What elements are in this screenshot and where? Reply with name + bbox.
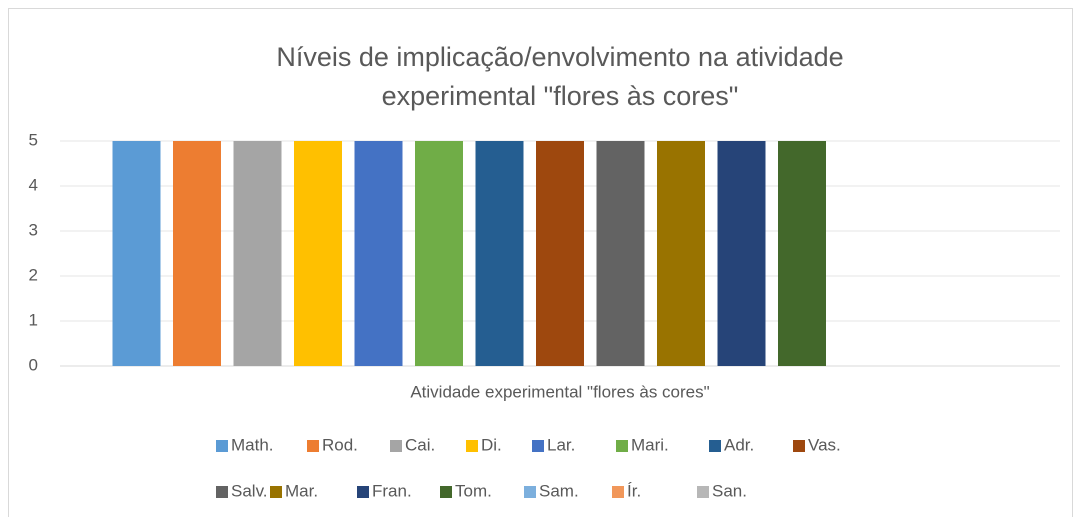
y-tick-label: 4 (29, 175, 38, 194)
legend-swatch (524, 486, 536, 498)
bar (354, 141, 403, 366)
legend-label: Fran. (372, 481, 412, 500)
legend-label: San. (712, 481, 747, 500)
legend-swatch (532, 440, 544, 452)
y-tick-label: 5 (29, 130, 38, 149)
legend-swatch (466, 440, 478, 452)
bar (596, 141, 645, 366)
legend-label: Di. (481, 435, 502, 454)
legend-swatch (612, 486, 624, 498)
legend-label: Mari. (631, 435, 669, 454)
legend-swatch (307, 440, 319, 452)
legend-swatch (216, 486, 228, 498)
bar (778, 141, 826, 366)
legend-label: Adr. (724, 435, 754, 454)
bar (475, 141, 524, 366)
legend-label: Mar. (285, 481, 318, 500)
x-axis-category: Atividade experimental "flores às cores" (410, 382, 709, 401)
bar (233, 141, 282, 366)
y-tick-label: 2 (29, 265, 38, 284)
bar (173, 141, 221, 366)
legend-swatch (216, 440, 228, 452)
legend-label: Salv. (231, 481, 268, 500)
legend-swatch (390, 440, 402, 452)
legend-swatch (270, 486, 282, 498)
legend-label: Tom. (455, 481, 492, 500)
bar (415, 141, 463, 366)
legend-swatch (440, 486, 452, 498)
legend-label: Lar. (547, 435, 575, 454)
legend-label: Sam. (539, 481, 579, 500)
legend-label: Math. (231, 435, 274, 454)
bar (536, 141, 584, 366)
y-tick-label: 0 (29, 355, 38, 374)
y-tick-label: 1 (29, 310, 38, 329)
legend-swatch (697, 486, 709, 498)
legend-label: Cai. (405, 435, 435, 454)
legend-label: Ír. (627, 481, 641, 500)
bar (294, 141, 342, 366)
chart-frame (8, 8, 1073, 517)
legend-swatch (357, 486, 369, 498)
legend-label: Vas. (808, 435, 841, 454)
legend-swatch (616, 440, 628, 452)
bar (112, 141, 161, 366)
chart-title: Níveis de implicação/envolvimento na ati… (276, 42, 844, 111)
legend-swatch (709, 440, 721, 452)
legend-label: Rod. (322, 435, 358, 454)
legend-swatch (793, 440, 805, 452)
bar (657, 141, 705, 366)
y-tick-label: 3 (29, 220, 38, 239)
bar (717, 141, 766, 366)
